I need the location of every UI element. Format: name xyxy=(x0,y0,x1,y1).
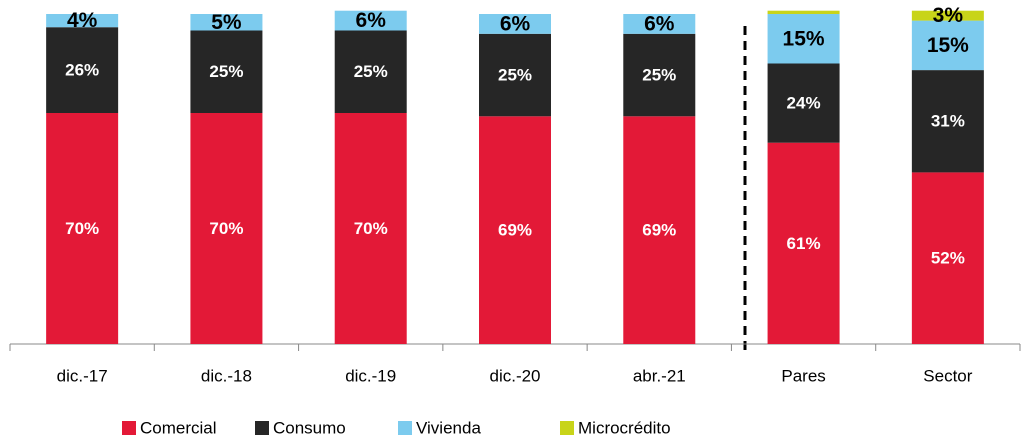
data-label: 25% xyxy=(498,66,532,85)
legend-swatch xyxy=(398,421,412,435)
bar-segment xyxy=(767,142,840,344)
legend-label: Vivienda xyxy=(416,418,481,437)
data-label: 26% xyxy=(65,61,99,80)
legend-swatch xyxy=(560,421,574,435)
data-label: 70% xyxy=(209,219,243,238)
bar-segment xyxy=(190,14,263,31)
data-label: 15% xyxy=(927,34,969,57)
bar-segment xyxy=(767,14,840,64)
x-tick-label: dic.-20 xyxy=(489,366,540,385)
bar-segment xyxy=(623,116,696,344)
bar-segment xyxy=(623,33,696,117)
bar-segment xyxy=(46,113,119,344)
bar-segment xyxy=(911,10,984,21)
bar-segment xyxy=(334,30,407,113)
bar-segment xyxy=(911,70,984,173)
bar-segment xyxy=(767,63,840,143)
x-tick-label: Pares xyxy=(781,366,825,385)
data-label: 69% xyxy=(642,221,676,240)
bar-segment xyxy=(46,14,119,28)
bar-segment xyxy=(46,27,119,114)
x-tick-label: dic.-19 xyxy=(345,366,396,385)
data-label: 5% xyxy=(211,11,242,34)
bar-segment xyxy=(911,172,984,344)
x-tick-label: dic.-17 xyxy=(57,366,108,385)
bar-segment xyxy=(479,116,551,344)
data-label: 3% xyxy=(933,4,964,27)
bar-segment xyxy=(190,113,263,344)
data-label: 25% xyxy=(209,62,243,81)
data-label: 70% xyxy=(354,219,388,238)
legend-label: Consumo xyxy=(273,418,346,437)
data-label: 4% xyxy=(67,9,98,32)
data-label: 6% xyxy=(356,9,387,32)
bar-segment xyxy=(767,10,840,14)
data-label: 24% xyxy=(787,94,821,113)
x-tick-label: abr.-21 xyxy=(633,366,686,385)
bar-segment xyxy=(911,20,984,71)
data-label: 52% xyxy=(931,249,965,268)
legend-label: Comercial xyxy=(140,418,217,437)
data-label: 6% xyxy=(644,12,675,35)
data-label: 31% xyxy=(931,112,965,131)
legend-swatch xyxy=(122,421,136,435)
legend-swatch xyxy=(255,421,269,435)
data-label: 69% xyxy=(498,221,532,240)
data-label: 25% xyxy=(354,62,388,81)
bar-segment xyxy=(190,30,263,113)
data-label: 61% xyxy=(787,234,821,253)
bar-segment xyxy=(623,14,696,34)
data-label: 25% xyxy=(642,66,676,85)
data-label: 6% xyxy=(500,12,531,35)
bar-segment xyxy=(334,10,407,31)
bar-segment xyxy=(479,14,551,34)
bar-segment xyxy=(334,113,407,344)
bar-segment xyxy=(479,33,551,117)
x-tick-label: dic.-18 xyxy=(201,366,252,385)
data-label: 70% xyxy=(65,219,99,238)
data-label: 15% xyxy=(783,27,825,50)
legend-label: Microcrédito xyxy=(578,418,671,437)
x-tick-label: Sector xyxy=(923,366,972,385)
